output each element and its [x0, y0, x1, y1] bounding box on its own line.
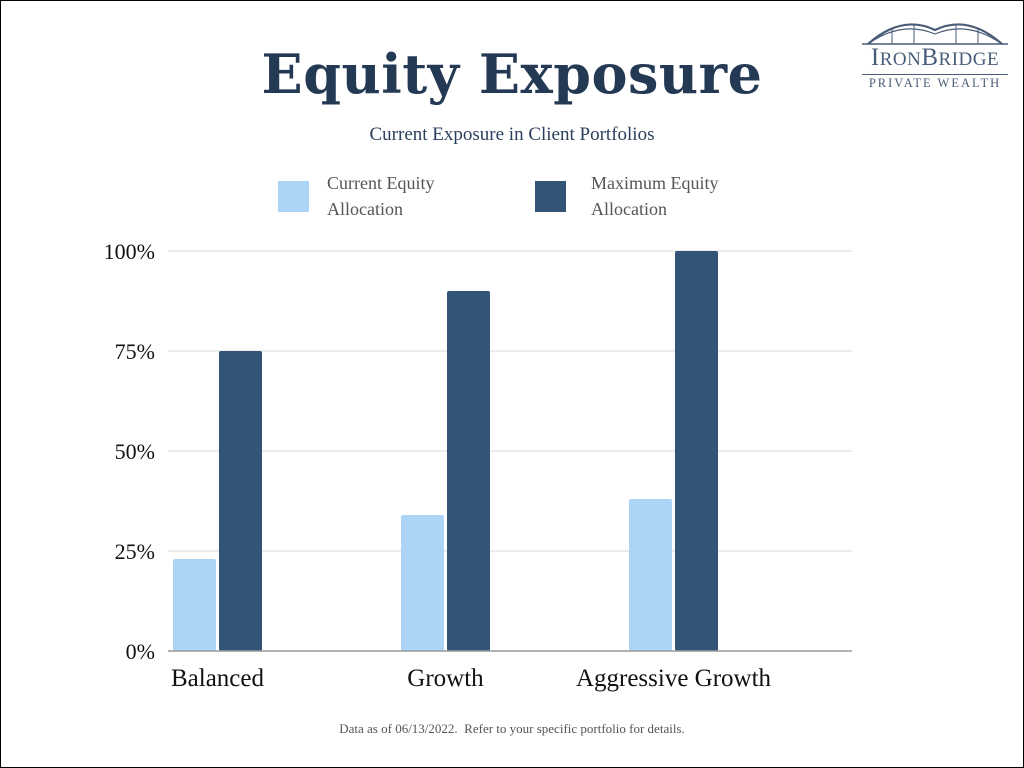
y-tick-label: 50% — [115, 439, 155, 464]
x-category-label: Balanced — [171, 665, 265, 692]
y-tick-label: 25% — [115, 539, 155, 564]
chart-title: Equity Exposure — [261, 42, 763, 106]
y-tick-label: 0% — [126, 639, 155, 664]
bar-current — [173, 559, 216, 651]
x-category-label: Growth — [407, 665, 484, 692]
bar-maximum — [219, 351, 262, 651]
bar-current — [629, 499, 672, 651]
logo-tagline: PRIVATE WEALTH — [868, 76, 1002, 90]
bar-current — [401, 515, 444, 651]
legend-label-maximum: Maximum Equity Allocation — [591, 173, 719, 219]
ironbridge-logo: IRONBRIDGE PRIVATE WEALTH — [862, 16, 1008, 94]
legend-label-current: Current Equity Allocation — [327, 173, 435, 219]
y-tick-label: 100% — [104, 239, 155, 264]
bridge-icon — [862, 23, 1008, 45]
legend-swatch-maximum — [535, 181, 566, 212]
bar-maximum — [675, 251, 718, 651]
footer-note: Data as of 06/13/2022. Refer to your spe… — [339, 721, 685, 736]
bar-maximum — [447, 291, 490, 651]
logo-divider — [862, 74, 1008, 75]
legend-swatch-current — [278, 181, 309, 212]
x-category-label: Aggressive Growth — [576, 665, 772, 692]
y-tick-label: 75% — [115, 339, 155, 364]
chart-subtitle: Current Exposure in Client Portfolios — [369, 124, 655, 145]
logo-wordmark: IRONBRIDGE — [870, 44, 1000, 71]
